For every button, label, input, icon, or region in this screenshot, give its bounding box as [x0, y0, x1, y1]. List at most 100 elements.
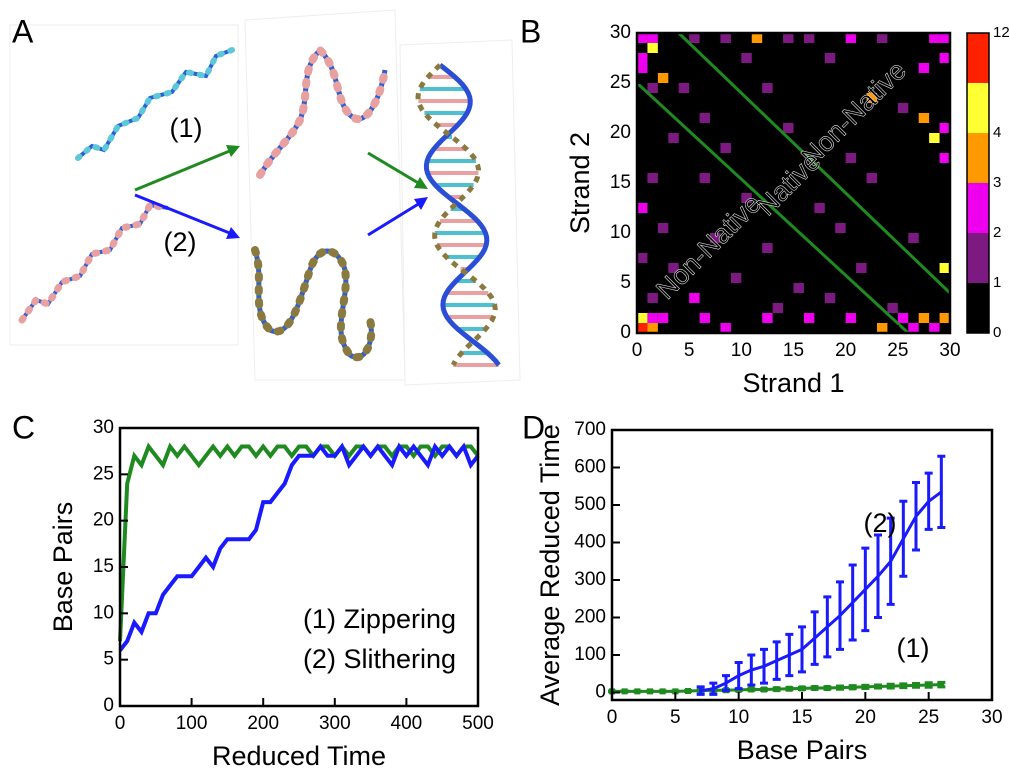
colorbar-tick-label: 4 [993, 124, 1001, 141]
error-bar [696, 685, 705, 696]
colorbar-tick-label: 12 [993, 24, 1010, 41]
backbone [415, 63, 498, 367]
x-axis-title: Strand 1 [742, 368, 844, 398]
heatmap-cell [908, 233, 919, 243]
heatmap-cell [751, 33, 763, 43]
heatmap-cell [720, 33, 731, 43]
heatmap-cell [908, 323, 919, 333]
heatmap-cell [710, 233, 721, 243]
colorbar-tick-label: 2 [993, 224, 1001, 241]
y-tick-label: 5 [103, 649, 114, 670]
heatmap-cell [647, 173, 658, 183]
heatmap-cell [939, 33, 950, 43]
heatmap-cell [689, 293, 700, 303]
legend-entry: (1) Zippering [303, 604, 456, 634]
heatmap-cell [897, 103, 909, 113]
heatmap-cell [637, 313, 648, 323]
heatmap-cell [657, 313, 669, 323]
y-tick-label: 5 [620, 272, 631, 293]
x-tick-label: 30 [939, 340, 960, 361]
heatmap-cell [637, 63, 648, 73]
heatmap-cell [637, 33, 648, 43]
heatmap-cell [939, 153, 950, 163]
heatmap-cell [637, 53, 648, 63]
heatmap-cell [939, 313, 950, 323]
heatmap-cell [803, 33, 815, 43]
y-tick-label: 400 [574, 532, 606, 553]
colorbar-band [967, 83, 989, 133]
heatmap-cell [657, 223, 669, 233]
panel-label: B [520, 13, 541, 49]
heatmap-cell [668, 133, 679, 143]
heatmap-cell [647, 33, 658, 43]
heatmap-cell [699, 173, 711, 183]
x-tick-label: 5 [670, 707, 681, 728]
heatmap-cell [762, 83, 773, 93]
arrow-head [414, 197, 428, 210]
heatmap-cell [678, 83, 690, 93]
x-tick-label: 15 [791, 707, 812, 728]
heatmap-cell [657, 73, 669, 83]
y-tick-label: 15 [610, 172, 631, 193]
arrow [134, 193, 233, 236]
heatmap-cell [772, 303, 784, 313]
heatmap-cell [699, 313, 711, 323]
y-tick-label: 15 [93, 556, 114, 577]
heatmap-cell [929, 323, 940, 333]
molecule-beads [251, 246, 376, 362]
heatmap-cell [647, 313, 658, 323]
x-tick-label: 10 [731, 340, 752, 361]
y-tick-label: 25 [93, 463, 114, 484]
heatmap-cell [876, 323, 888, 333]
colorbar-tick-label: 0 [993, 324, 1001, 341]
y-axis-title: Base Pairs [48, 502, 78, 633]
y-tick-label: 100 [574, 644, 606, 665]
heatmap-cell [762, 243, 773, 253]
x-tick-label: 30 [981, 707, 1002, 728]
y-tick-label: 10 [610, 222, 631, 243]
x-tick-label: 400 [391, 713, 423, 734]
heatmap-cell [866, 93, 877, 103]
heatmap-cell [939, 53, 950, 63]
heatmap-cell [824, 53, 836, 63]
image-frame [399, 39, 521, 386]
heatmap-cell [814, 203, 825, 213]
colorbar-frame [966, 32, 990, 334]
heatmap-cell [720, 323, 731, 333]
colorbar-band [967, 183, 989, 233]
x-tick-label: 500 [462, 713, 494, 734]
x-axis-title: Reduced Time [212, 741, 386, 771]
heatmap-cell [887, 303, 898, 313]
heatmap-cell [918, 63, 930, 73]
y-tick-label: 600 [574, 457, 606, 478]
x-tick-label: 0 [632, 340, 643, 361]
heatmap-cell [647, 323, 658, 333]
molecule [252, 248, 374, 360]
heatmap-cell [637, 203, 648, 213]
heatmap-cell [929, 33, 940, 43]
heatmap-cell [647, 43, 658, 53]
y-tick-label: 20 [610, 122, 631, 143]
series-line [700, 490, 943, 693]
arrow [367, 201, 421, 237]
x-tick-label: 200 [247, 713, 279, 734]
heatmap-cell [668, 263, 679, 273]
heatmap-cell [918, 113, 930, 123]
heatmap-cell [876, 33, 888, 43]
x-tick-label: 10 [728, 707, 749, 728]
panel-label: C [12, 409, 35, 445]
series-label: (2) [864, 508, 897, 538]
colorbar-band [967, 283, 989, 333]
heatmap-cell [845, 153, 857, 163]
arrow-head [226, 145, 240, 157]
heatmap-cell [647, 293, 658, 303]
heatmap-cell [897, 313, 909, 323]
colorbar-band [967, 233, 989, 283]
heatmap-cell [637, 253, 648, 263]
heatmap-cell [824, 293, 836, 303]
arrow [134, 148, 233, 192]
colorbar-band [967, 33, 989, 83]
heatmap-cell [803, 313, 815, 323]
heatmap-cell [699, 113, 711, 123]
